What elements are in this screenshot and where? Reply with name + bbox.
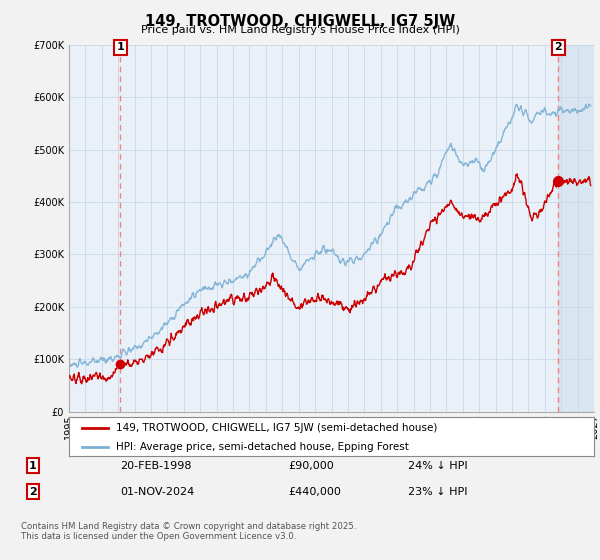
Text: HPI: Average price, semi-detached house, Epping Forest: HPI: Average price, semi-detached house,… xyxy=(116,442,409,451)
Text: 149, TROTWOOD, CHIGWELL, IG7 5JW: 149, TROTWOOD, CHIGWELL, IG7 5JW xyxy=(145,14,455,29)
Bar xyxy=(559,45,594,412)
Text: 1: 1 xyxy=(116,43,124,53)
Text: Contains HM Land Registry data © Crown copyright and database right 2025.
This d: Contains HM Land Registry data © Crown c… xyxy=(21,522,356,542)
Text: 24% ↓ HPI: 24% ↓ HPI xyxy=(408,461,467,471)
Text: 149, TROTWOOD, CHIGWELL, IG7 5JW (semi-detached house): 149, TROTWOOD, CHIGWELL, IG7 5JW (semi-d… xyxy=(116,423,437,433)
Text: 01-NOV-2024: 01-NOV-2024 xyxy=(120,487,194,497)
Text: £440,000: £440,000 xyxy=(288,487,341,497)
Text: 23% ↓ HPI: 23% ↓ HPI xyxy=(408,487,467,497)
Text: 2: 2 xyxy=(554,43,562,53)
Text: £90,000: £90,000 xyxy=(288,461,334,471)
Text: 2: 2 xyxy=(29,487,37,497)
Text: 1: 1 xyxy=(29,461,37,471)
Text: 20-FEB-1998: 20-FEB-1998 xyxy=(120,461,191,471)
Text: Price paid vs. HM Land Registry's House Price Index (HPI): Price paid vs. HM Land Registry's House … xyxy=(140,25,460,35)
